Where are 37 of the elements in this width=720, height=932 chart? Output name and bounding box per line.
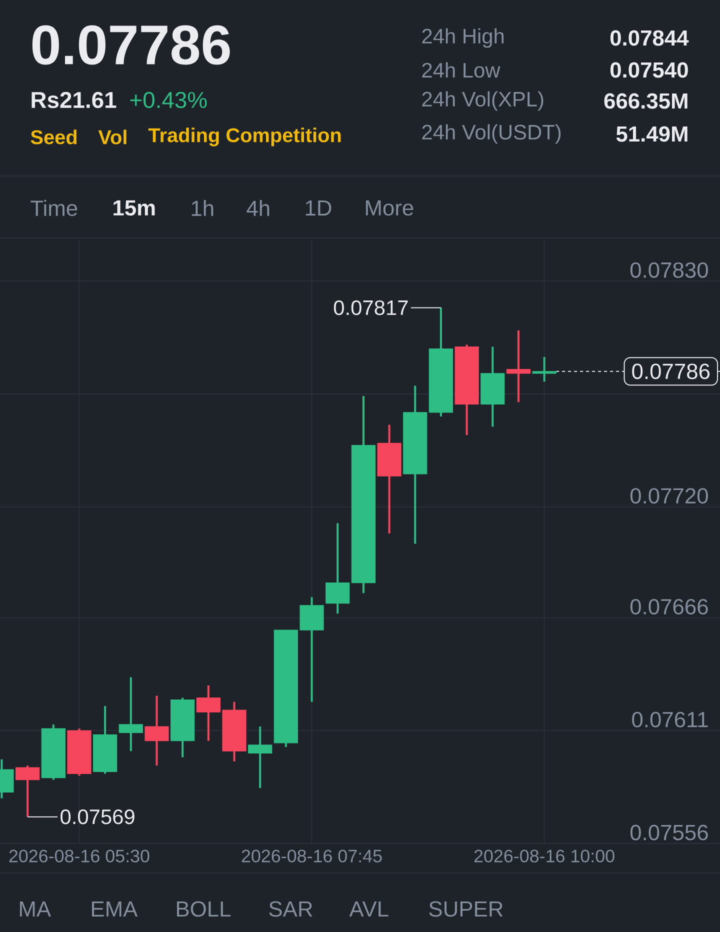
- chart-subtitle: Rs21.61: [32, 92, 116, 108]
- text: Trading Competition: [148, 128, 341, 146]
- text: 15m: [114, 200, 155, 216]
- text: 666.35M: [604, 93, 688, 109]
- text: 0.07540: [610, 62, 688, 78]
- y-tick-label: 0.07830: [630, 262, 708, 278]
- text: EMA: [92, 901, 138, 917]
- y-tick-label: 0.07556: [630, 824, 708, 840]
- x-tick-label: 2026-08-16 10:00: [474, 850, 614, 862]
- text: 51.49M: [616, 126, 688, 142]
- text: 24h High: [422, 28, 504, 48]
- y-tick-label: 0.07720: [630, 488, 708, 504]
- text: 0.07844: [610, 30, 689, 46]
- text: MA: [20, 901, 52, 917]
- text: AVL: [349, 901, 388, 917]
- text: 1D: [306, 200, 332, 216]
- text: SAR: [269, 901, 312, 917]
- text: 1h: [192, 200, 214, 216]
- y-tick-label: 0.07611: [632, 712, 708, 728]
- text: BOLL: [177, 901, 231, 917]
- x-tick-label: 2026-08-16 07:45: [242, 850, 382, 862]
- text: Seed: [30, 130, 77, 144]
- text: 24h Vol(USDT): [422, 124, 561, 144]
- text: Time: [30, 200, 78, 216]
- text: 4h: [246, 200, 270, 216]
- text: More: [366, 200, 414, 216]
- chart-title: 0.07786: [32, 25, 230, 65]
- text: +0.43%: [130, 92, 207, 108]
- text: 24h Low: [422, 62, 500, 78]
- y-tick-label: 0.07666: [630, 598, 708, 615]
- annotation: 0.07817: [334, 300, 408, 316]
- x-tick-label: 2026-08-16 05:30: [9, 850, 150, 862]
- text: 24h Vol(XPL): [422, 91, 544, 111]
- ref-line-label: 0.07786: [632, 364, 710, 380]
- text: Vol: [98, 130, 126, 144]
- text: SUPER: [429, 901, 503, 917]
- annotation: 0.07569: [60, 809, 134, 824]
